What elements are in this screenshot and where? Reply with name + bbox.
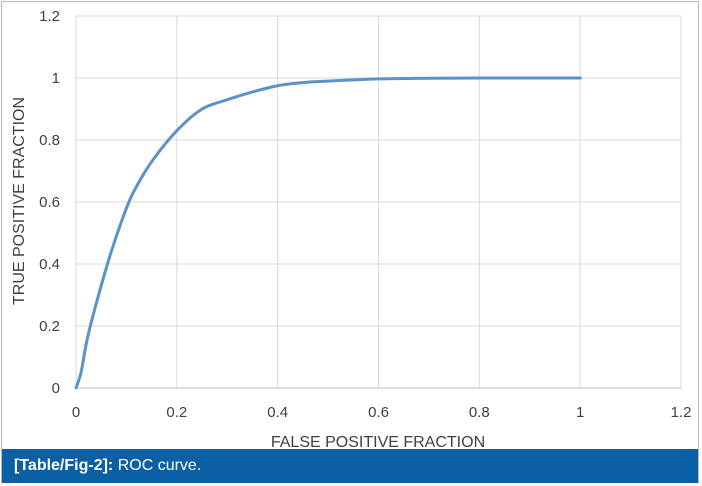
y-tick-labels: 0 0.2 0.4 0.6 0.8 1 1.2	[39, 8, 60, 397]
grid-lines	[76, 15, 682, 388]
y-tick-label: 1	[52, 70, 60, 87]
caption-reference: [Table/Fig-2]:	[14, 457, 114, 474]
x-tick-label: 0.4	[267, 404, 288, 421]
roc-curve-line	[74, 76, 582, 390]
y-tick-label: 0.2	[39, 318, 60, 335]
x-tick-label: 0.8	[469, 404, 490, 421]
y-tick-label: 0.8	[39, 132, 60, 149]
series-layer	[74, 76, 582, 390]
x-tick-label: 0	[72, 404, 80, 421]
y-axis-title: TRUE POSITIVE FRACTION	[11, 97, 28, 305]
x-tick-label: 0.2	[166, 404, 187, 421]
roc-chart: 0 0.2 0.4 0.6 0.8 1 1.2 0 0.2 0.4 0.6 0.8 1 1.2 FALS…	[11, 8, 692, 450]
y-tick-label: 1.2	[39, 8, 60, 25]
caption-text: ROC curve.	[117, 457, 202, 474]
x-tick-label: 1.2	[671, 404, 692, 421]
x-tick-label: 1	[576, 404, 584, 421]
y-tick-label: 0.4	[39, 256, 60, 273]
x-axis-title: FALSE POSITIVE FRACTION	[271, 434, 485, 450]
y-tick-label: 0.6	[39, 194, 60, 211]
axes	[75, 16, 681, 389]
y-tick-label: 0	[52, 380, 60, 397]
x-tick-label: 0.6	[368, 404, 389, 421]
x-tick-labels: 0 0.2 0.4 0.6 0.8 1 1.2	[72, 404, 692, 421]
figure-caption: [Table/Fig-2]: ROC curve.	[2, 449, 698, 483]
